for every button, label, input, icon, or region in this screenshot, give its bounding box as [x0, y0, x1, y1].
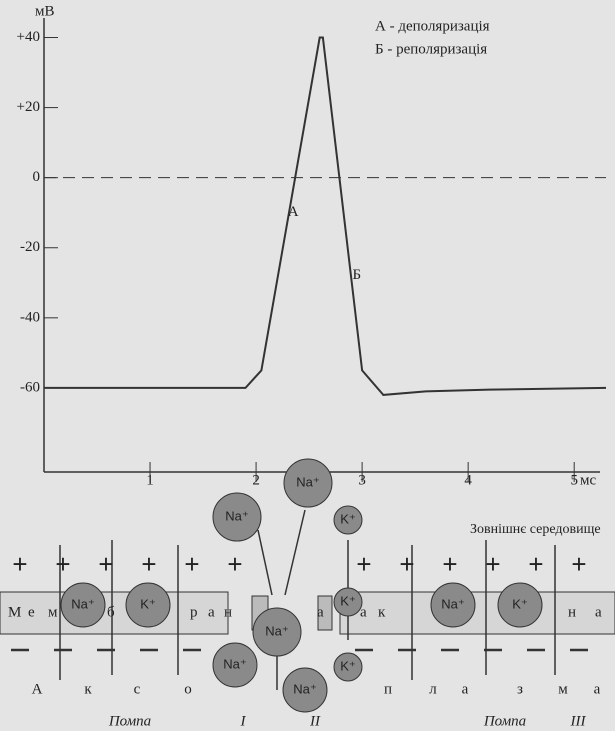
legend-entry: Б - реполяризація [375, 41, 487, 57]
ion-label: Na⁺ [223, 656, 246, 671]
y-tick-label: -40 [20, 309, 40, 325]
charge: + [571, 549, 586, 579]
charge: + [442, 549, 457, 579]
charge: + [55, 549, 70, 579]
ion-label: K⁺ [340, 658, 356, 673]
x-tick-label: 2 [252, 472, 260, 488]
membrane-letter: М [8, 604, 21, 620]
ion-label: Na⁺ [293, 681, 316, 696]
charge: + [528, 549, 543, 579]
ion-label: Na⁺ [265, 623, 288, 638]
y-tick-label: +20 [17, 99, 40, 115]
x-tick-label: 4 [464, 472, 472, 488]
inside-letter: з [517, 681, 523, 697]
y-tick-label: -60 [20, 379, 40, 395]
charge: + [399, 549, 414, 579]
inside-letter: к [84, 681, 92, 697]
charge: + [485, 549, 500, 579]
ion-label: Na⁺ [71, 596, 94, 611]
inside-letter: м [558, 681, 568, 697]
inside-letter: а [594, 681, 601, 697]
caption: ІІ [309, 713, 321, 729]
ion-label: K⁺ [512, 596, 528, 611]
annotation: Б [352, 267, 361, 283]
y-tick-label: +40 [17, 29, 40, 45]
ion-label: K⁺ [340, 511, 356, 526]
caption: ІІІ [570, 713, 587, 729]
charge: + [184, 549, 199, 579]
membrane-letter: р [190, 604, 198, 620]
charge: + [12, 549, 27, 579]
x-tick-label: 3 [358, 472, 366, 488]
membrane-letter: б [107, 604, 115, 620]
ion-label: K⁺ [140, 596, 156, 611]
membrane-letter: е [28, 604, 35, 620]
membrane-letter: м [48, 604, 58, 620]
x-unit: мс [580, 472, 596, 488]
x-tick-label: 1 [146, 472, 154, 488]
membrane-letter: а [317, 604, 324, 620]
y-tick-label: -20 [20, 239, 40, 255]
charge: + [356, 549, 371, 579]
line [44, 38, 606, 395]
caption: І [240, 713, 247, 729]
ion-label: K⁺ [340, 593, 356, 608]
caption: Помпа [483, 713, 526, 729]
x-tick-label: 5 [570, 472, 578, 488]
ion-label: Na⁺ [296, 474, 319, 489]
inside-letter: а [462, 681, 469, 697]
figure: мВ мс А - деполяризація Б - реполяризаці… [0, 0, 615, 731]
caption: Помпа [108, 713, 151, 729]
inside-letter: о [184, 681, 192, 697]
y-tick-label: 0 [33, 169, 41, 185]
membrane-letter: к [378, 604, 386, 620]
annotation: А [288, 204, 299, 220]
charge: + [141, 549, 156, 579]
y-unit: мВ [35, 3, 55, 19]
ion-label: Na⁺ [441, 596, 464, 611]
legend-entry: А - деполяризація [375, 18, 490, 34]
membrane-letter: а [595, 604, 602, 620]
membrane-letter: н [224, 604, 232, 620]
charge: + [227, 549, 242, 579]
membrane-letter: н [568, 604, 576, 620]
outside-label: Зовнішнє середовище [470, 522, 601, 537]
inside-letter: с [134, 681, 141, 697]
charge: + [98, 549, 113, 579]
inside-letter: л [429, 681, 437, 697]
inside-letter: п [384, 681, 392, 697]
ion-label: Na⁺ [225, 508, 248, 523]
inside-letter: А [32, 681, 43, 697]
membrane-letter: а [208, 604, 215, 620]
